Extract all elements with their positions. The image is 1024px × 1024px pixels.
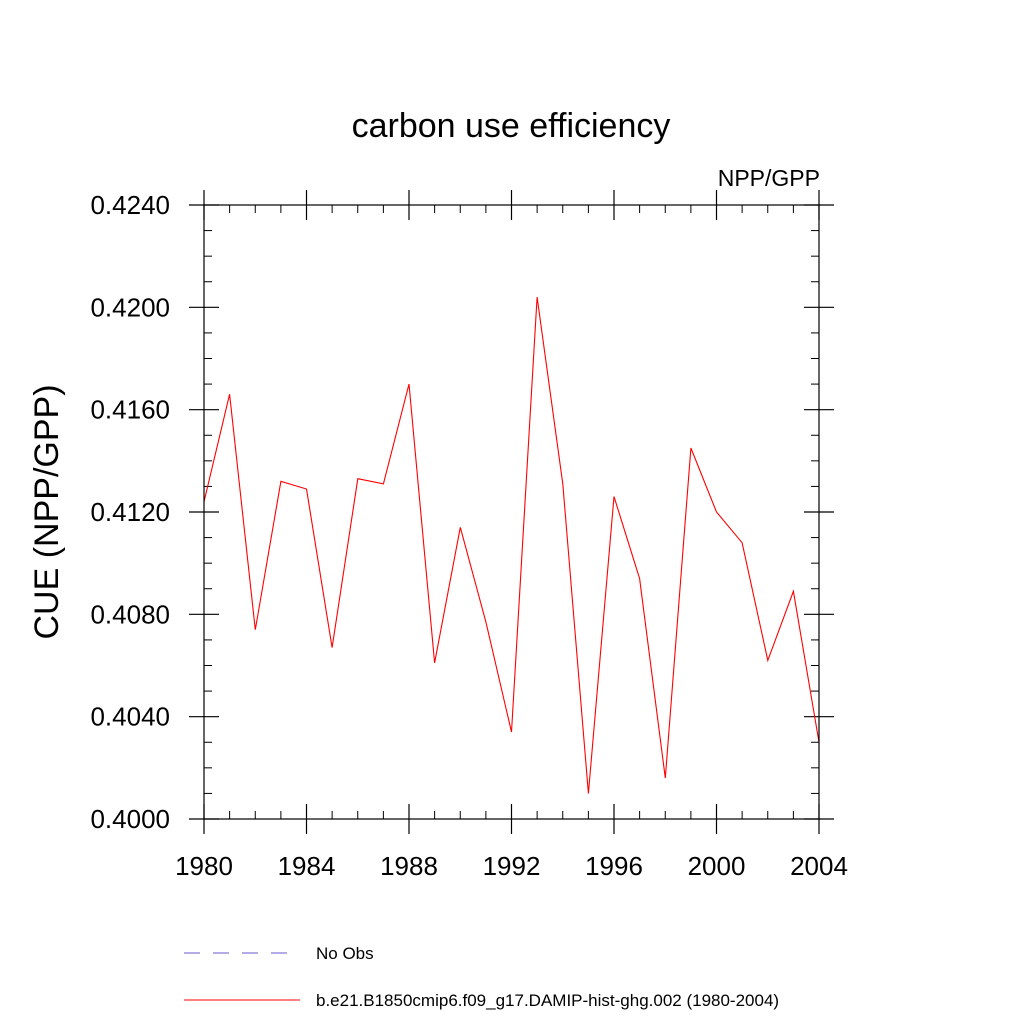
legend-label-model: b.e21.B1850cmip6.f09_g17.DAMIP-hist-ghg.… — [316, 991, 779, 1010]
plot-frame — [203, 204, 820, 820]
y-tick-label: 0.4040 — [90, 702, 170, 732]
y-tick-labels: 0.4000 0.4040 0.4080 0.4120 0.4160 0.4200 0.42… — [90, 190, 170, 834]
y-tick-label: 0.4240 — [90, 190, 170, 220]
legend: No Obs b.e21.B1850cmip6.f09_g17.DAMIP-hi… — [184, 944, 779, 1010]
y-tick-label: 0.4000 — [90, 804, 170, 834]
x-tick-label: 2000 — [688, 851, 746, 881]
chart-title: carbon use efficiency — [352, 107, 671, 145]
x-tick-label: 1980 — [175, 851, 233, 881]
y-tick-label: 0.4080 — [90, 599, 170, 629]
x-tick-label: 1984 — [278, 851, 336, 881]
x-tick-label: 2004 — [790, 851, 848, 881]
series-group — [203, 297, 820, 794]
y-tick-label: 0.4200 — [90, 292, 170, 322]
x-tick-label: 1988 — [380, 851, 438, 881]
chart-subtitle: NPP/GPP — [718, 165, 820, 191]
x-tick-label: 1996 — [585, 851, 643, 881]
legend-label-no-obs: No Obs — [316, 944, 374, 963]
series-line — [203, 297, 820, 794]
axis-ticks — [189, 190, 834, 834]
x-tick-label: 1992 — [483, 851, 541, 881]
y-tick-label: 0.4120 — [90, 497, 170, 527]
y-tick-label: 0.4160 — [90, 395, 170, 425]
y-axis-label: CUE (NPP/GPP) — [28, 384, 66, 639]
x-tick-labels: 1980 1984 1988 1992 1996 2000 2004 — [175, 851, 848, 881]
